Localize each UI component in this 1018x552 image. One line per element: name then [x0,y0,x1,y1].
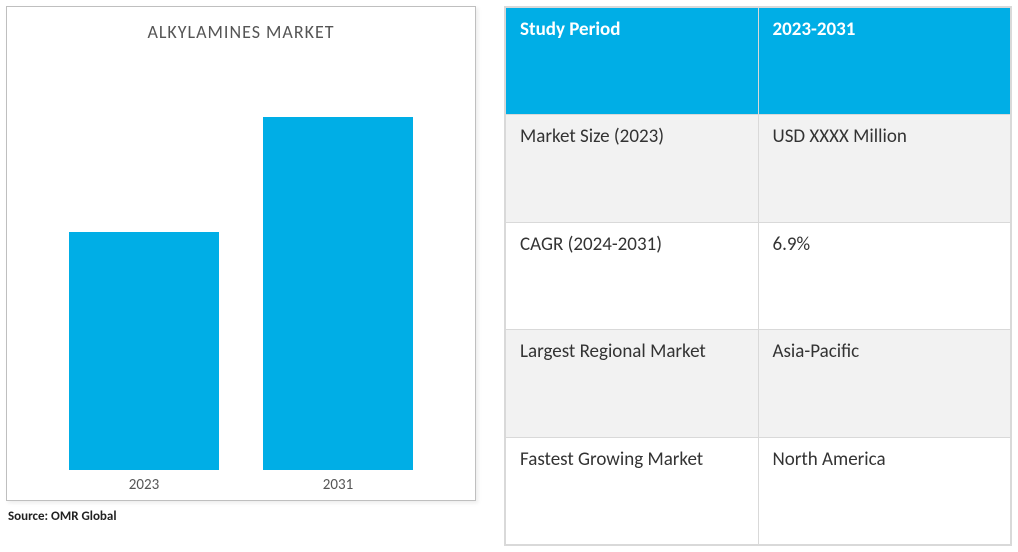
cell-label-market-size: Market Size (2023) [506,115,759,222]
cell-label-cagr: CAGR (2024-2031) [506,222,759,329]
x-label-1: 2031 [263,476,413,494]
x-label-0: 2023 [69,476,219,494]
source-attribution: Source: OMR Global [6,501,476,524]
header-cell-study-period: Study Period [506,8,759,115]
chart-plot-area: 2023 2031 [7,49,475,500]
cell-value-cagr: 6.9% [758,222,1011,329]
table-header-row: Study Period 2023-2031 [506,8,1011,115]
chart-column: ALKYLAMINES MARKET 2023 2031 Source: OMR… [6,6,476,546]
info-table-panel: Study Period 2023-2031 Market Size (2023… [504,6,1012,546]
bar-2023 [69,232,219,470]
chart-panel: ALKYLAMINES MARKET 2023 2031 [6,6,476,501]
info-table: Study Period 2023-2031 Market Size (2023… [505,7,1011,545]
cell-label-fastest-growing: Fastest Growing Market [506,437,759,544]
x-axis-labels: 2023 2031 [47,476,435,494]
table-row: Market Size (2023) USD XXXX Million [506,115,1011,222]
bar-2031 [263,117,413,470]
cell-value-largest-region: Asia-Pacific [758,330,1011,437]
bars-container [47,59,435,470]
main-row: ALKYLAMINES MARKET 2023 2031 Source: OMR… [6,6,1012,546]
cell-label-largest-region: Largest Regional Market [506,330,759,437]
header-cell-period-value: 2023-2031 [758,8,1011,115]
table-row: Fastest Growing Market North America [506,437,1011,544]
cell-value-fastest-growing: North America [758,437,1011,544]
chart-title: ALKYLAMINES MARKET [7,7,475,49]
cell-value-market-size: USD XXXX Million [758,115,1011,222]
table-row: Largest Regional Market Asia-Pacific [506,330,1011,437]
table-row: CAGR (2024-2031) 6.9% [506,222,1011,329]
